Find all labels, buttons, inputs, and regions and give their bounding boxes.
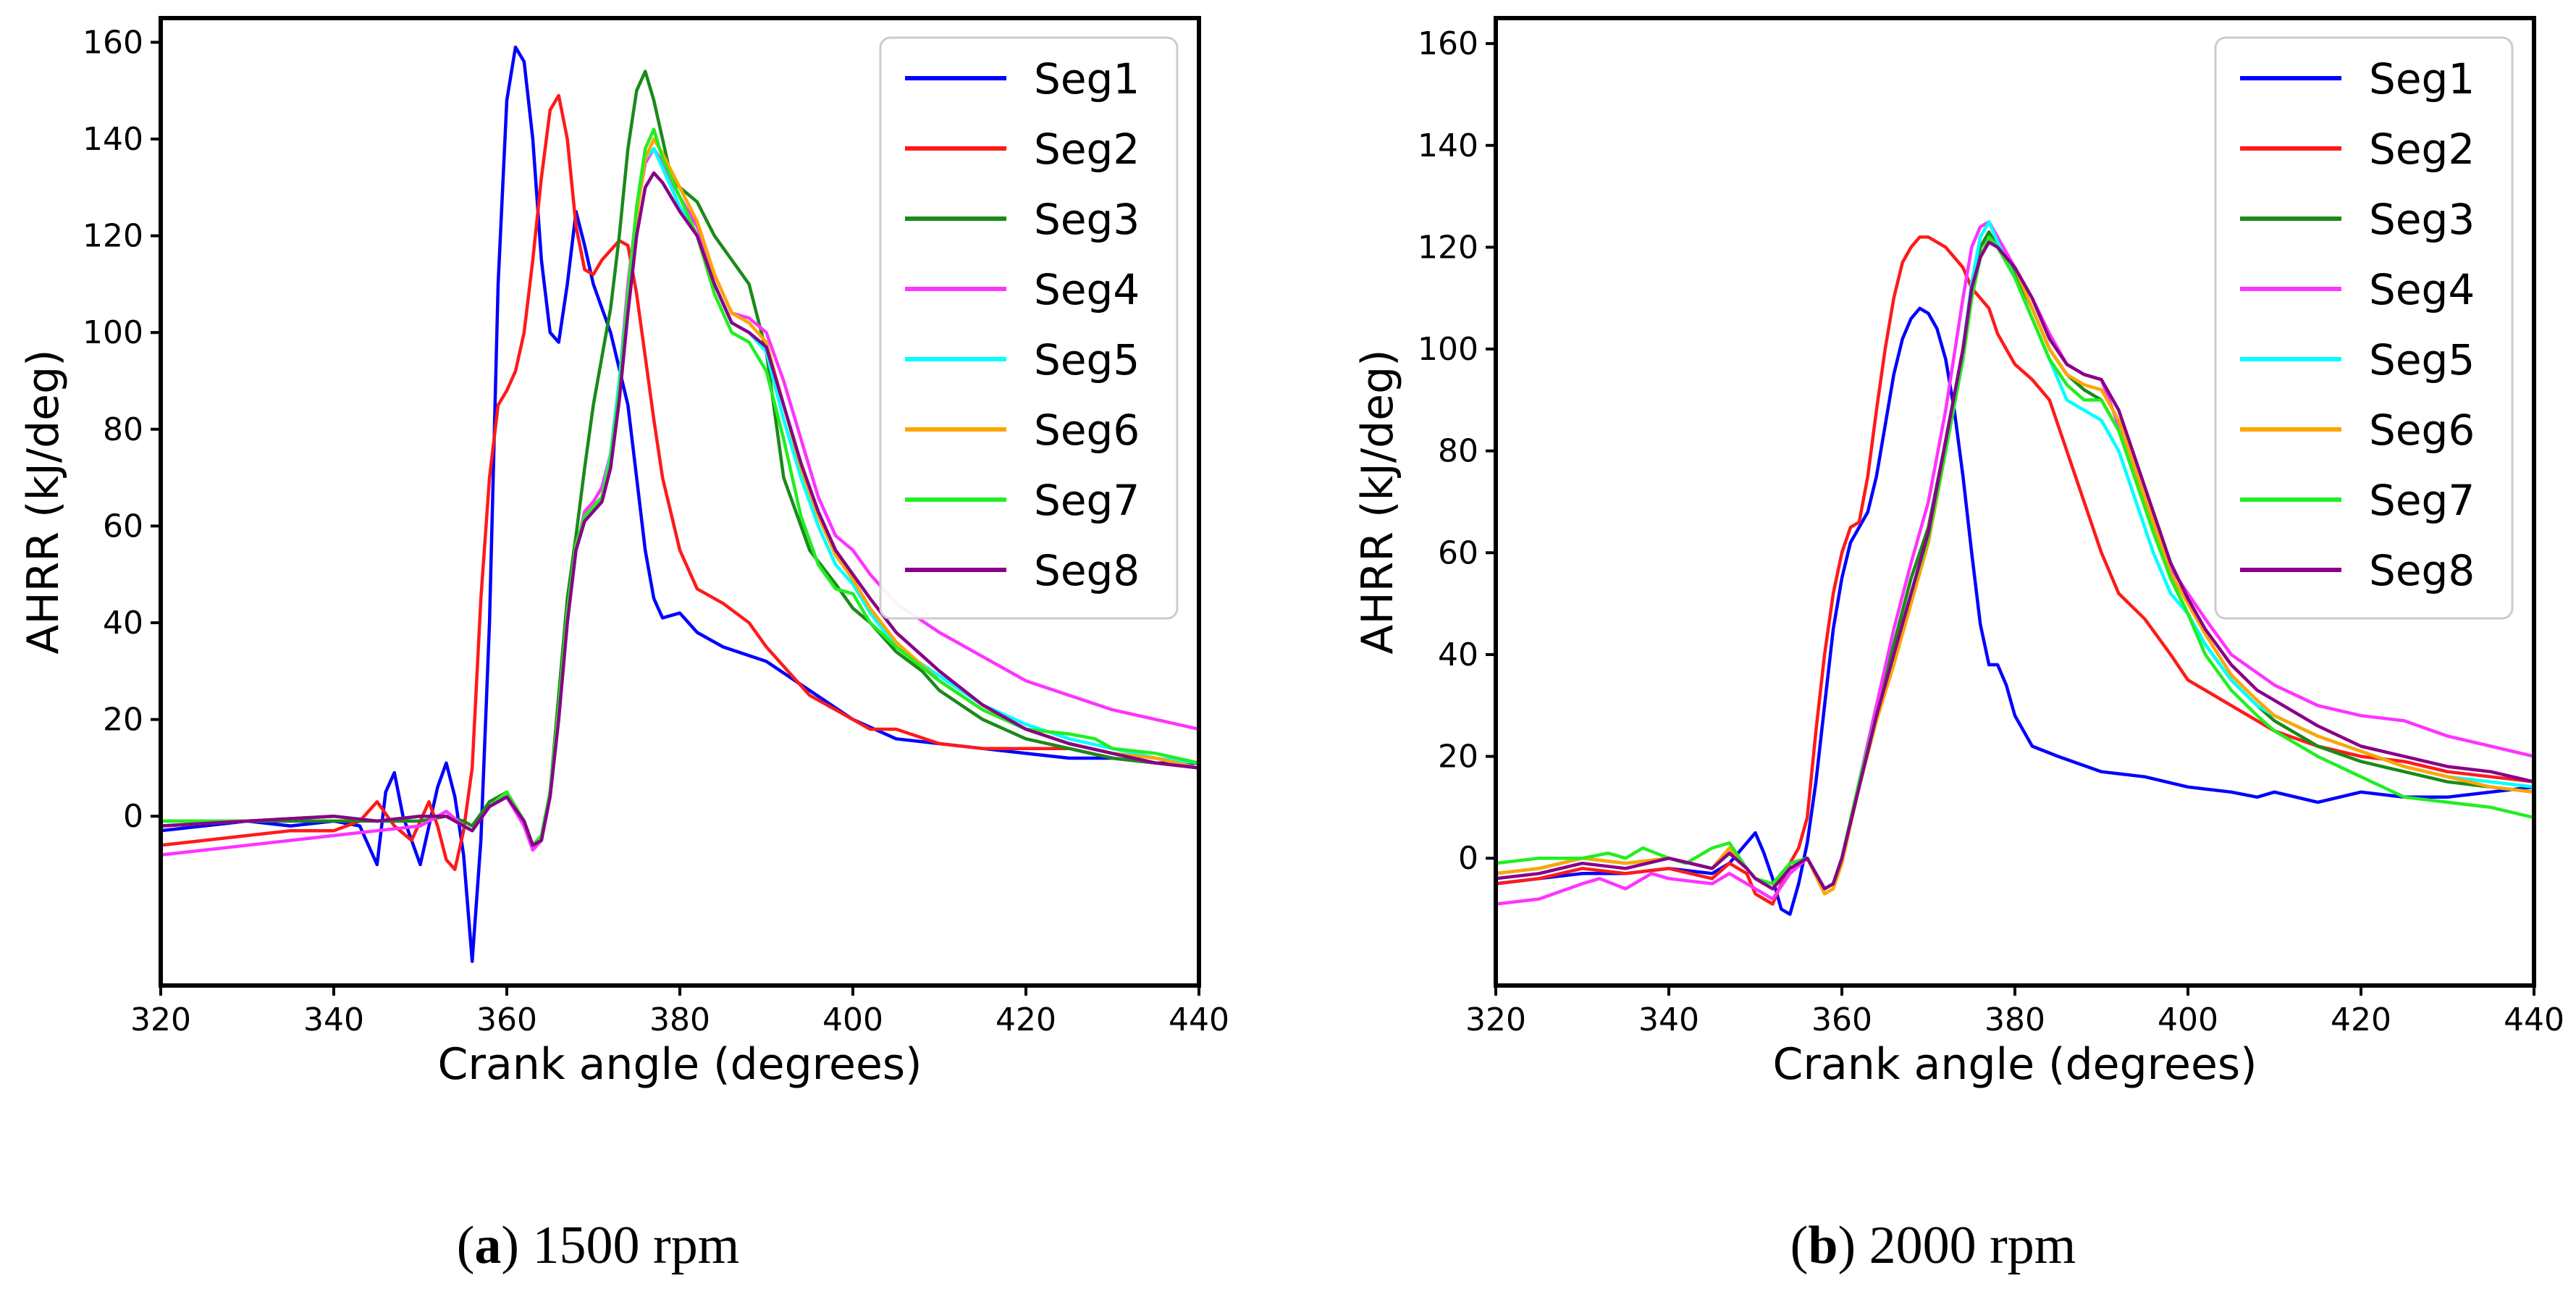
- panel-a-x-tick-label: 360: [476, 1001, 537, 1038]
- panel-b-legend-label-seg5: Seg5: [2369, 335, 2475, 385]
- panel-a-x-tick-label: 380: [649, 1001, 710, 1038]
- panel-a-legend: Seg1 Seg2 Seg3 Seg4 Seg5 Seg6 Seg7 Seg8: [879, 36, 1179, 620]
- panel-b-y-tick-label: 100: [1418, 331, 1478, 368]
- panel-b-series-seg8: [1496, 240, 2534, 891]
- panel-b-x-tick-label: 400: [2158, 1001, 2218, 1038]
- panel-a-x-axis: 320 340 360 380 400 420 440: [130, 986, 1229, 1038]
- panel-b-legend: Seg1 Seg2 Seg3 Seg4 Seg5 Seg6 Seg7 Seg8: [2214, 36, 2514, 620]
- panel-b-y-axis: 0 20 40 60 80 100 120 140 160: [1418, 25, 1496, 877]
- panel-b-caption: (b) 2000 rpm: [1790, 1216, 2076, 1275]
- panel-b-y-tick-label: 0: [1458, 840, 1478, 877]
- panel-a-x-tick-label: 400: [822, 1001, 883, 1038]
- panel-b-series-layer: [1496, 220, 2534, 916]
- panel-b-x-tick-label: 420: [2331, 1001, 2391, 1038]
- panel-b-legend-label-seg8: Seg8: [2369, 546, 2475, 595]
- panel-a-x-tick-label: 340: [303, 1001, 364, 1038]
- panel-a-legend-label-seg4: Seg4: [1034, 265, 1140, 314]
- panel-b-legend-label-seg3: Seg3: [2369, 195, 2475, 244]
- panel-b-legend-label-seg4: Seg4: [2369, 265, 2475, 314]
- panel-b-x-axis-label: Crank angle (degrees): [1772, 1039, 2257, 1090]
- panel-a-y-axis-label: AHRR (kJ/deg): [18, 349, 69, 654]
- panel-b-x-tick-label: 340: [1638, 1001, 1699, 1038]
- panel-a-legend-label-seg6: Seg6: [1034, 406, 1140, 455]
- panel-b-y-tick-label: 120: [1418, 229, 1478, 266]
- panel-a-y-tick-label: 120: [83, 218, 143, 255]
- panel-b: 320 340 360 380 400 420 440 0 20 40 60 80 100 120 140…: [1352, 16, 2564, 1275]
- panel-a-legend-label-seg1: Seg1: [1034, 54, 1140, 104]
- panel-a-y-tick-label: 0: [123, 798, 143, 835]
- panel-b-y-tick-label: 140: [1418, 127, 1478, 164]
- panel-a-series-seg3: [161, 70, 1199, 847]
- panel-b-legend-label-seg2: Seg2: [2369, 125, 2475, 174]
- panel-a-y-tick-label: 20: [103, 702, 143, 739]
- panel-b-caption-letter: b: [1808, 1216, 1838, 1275]
- panel-a-caption-text: 1500 rpm: [533, 1216, 740, 1275]
- panel-a-x-tick-label: 320: [130, 1001, 191, 1038]
- panel-a-y-axis: 0 20 40 60 80 100 120 140 160: [83, 24, 161, 835]
- panel-b-legend-label-seg1: Seg1: [2369, 54, 2475, 104]
- panel-b-y-tick-label: 160: [1418, 25, 1478, 62]
- panel-b-series-seg4: [1496, 220, 2534, 906]
- panel-b-x-axis: 320 340 360 380 400 420 440: [1465, 986, 2564, 1038]
- panel-a: 320 340 360 380 400 420 440 0 20 40 60 80 100 120 140…: [18, 16, 1229, 1275]
- panel-b-legend-box: [2214, 36, 2514, 620]
- panel-b-x-tick-label: 440: [2504, 1001, 2564, 1038]
- panel-b-y-tick-label: 20: [1438, 739, 1478, 776]
- panel-a-legend-label-seg5: Seg5: [1034, 335, 1140, 385]
- panel-a-caption: (a) 1500 rpm: [457, 1216, 740, 1275]
- panel-b-legend-label-seg7: Seg7: [2369, 476, 2475, 525]
- panel-a-y-tick-label: 160: [83, 24, 143, 61]
- panel-b-series-seg2: [1496, 235, 2534, 906]
- panel-b-legend-label-seg6: Seg6: [2369, 406, 2475, 455]
- panel-a-x-tick-label: 420: [996, 1001, 1056, 1038]
- panel-a-legend-label-seg8: Seg8: [1034, 546, 1140, 595]
- panel-b-x-tick-label: 360: [1811, 1001, 1872, 1038]
- panel-a-legend-label-seg2: Seg2: [1034, 125, 1140, 174]
- panel-a-legend-box: [879, 36, 1179, 620]
- panel-b-y-tick-label: 60: [1438, 534, 1478, 571]
- panel-b-series-seg1: [1496, 306, 2534, 916]
- panel-b-y-tick-label: 80: [1438, 433, 1478, 470]
- panel-b-x-tick-label: 320: [1465, 1001, 1526, 1038]
- panel-a-series-seg8: [161, 171, 1199, 847]
- panel-a-caption-letter: a: [474, 1216, 501, 1275]
- panel-a-y-tick-label: 140: [83, 121, 143, 158]
- panel-b-y-axis-label: AHRR (kJ/deg): [1352, 349, 1403, 654]
- panel-a-legend-label-seg7: Seg7: [1034, 476, 1140, 525]
- panel-a-y-tick-label: 40: [103, 605, 143, 642]
- panel-a-series-layer: [161, 45, 1199, 963]
- panel-b-caption-text: 2000 rpm: [1869, 1216, 2076, 1275]
- panel-a-x-tick-label: 440: [1169, 1001, 1229, 1038]
- panel-a-y-tick-label: 80: [103, 411, 143, 448]
- panel-b-y-tick-label: 40: [1438, 637, 1478, 673]
- panel-a-y-tick-label: 100: [83, 314, 143, 351]
- panel-a-y-tick-label: 60: [103, 508, 143, 545]
- panel-a-legend-label-seg3: Seg3: [1034, 195, 1140, 244]
- panel-b-x-tick-label: 380: [1984, 1001, 2045, 1038]
- panel-a-x-axis-label: Crank angle (degrees): [437, 1039, 922, 1090]
